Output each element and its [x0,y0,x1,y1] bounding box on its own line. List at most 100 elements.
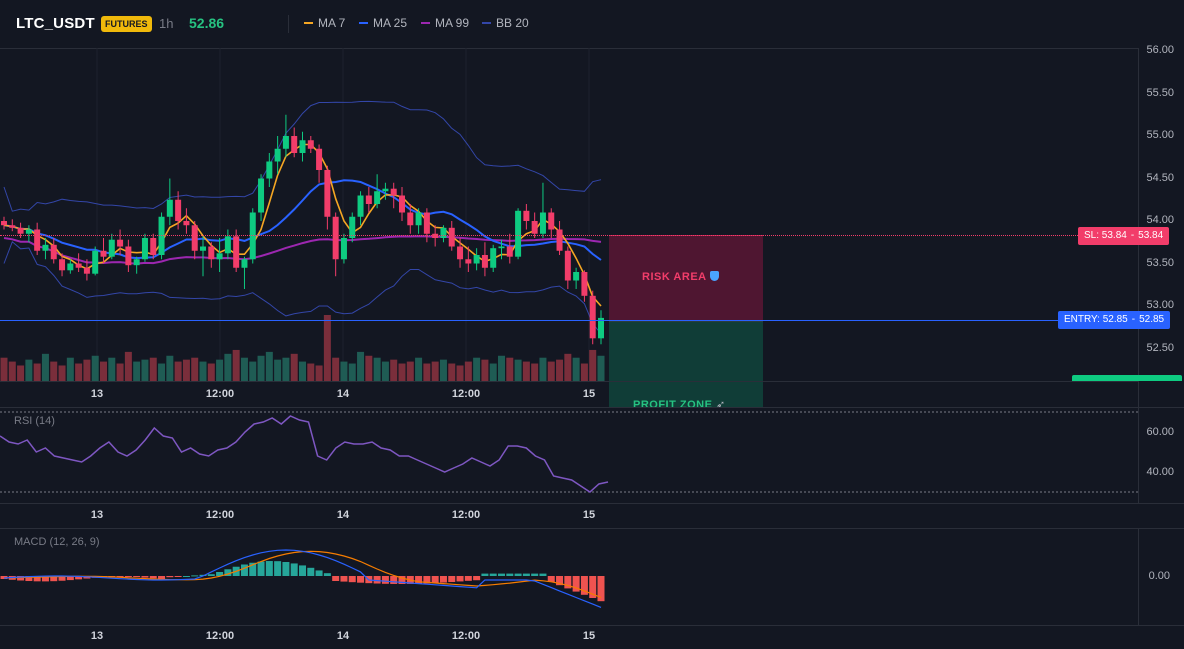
candle-body [42,244,49,251]
volume-bar [556,359,564,381]
volume-bar [489,363,497,381]
volume-bar [91,355,99,381]
macd-histogram-bar [597,576,605,602]
candle-body [332,216,339,260]
ma7-swatch-icon [304,22,313,24]
time-tick: 15 [582,388,596,400]
volume-bar [257,355,265,381]
volume-bar [299,361,306,381]
volume-bar [547,361,555,381]
candle-body [75,263,82,268]
stop-loss-tag-label: SL: 53.84 [1084,230,1127,241]
candle-body [340,238,347,260]
candle-body [523,210,530,221]
risk-area-label: RISK AREA [642,271,720,283]
price-chart[interactable] [0,48,1138,408]
timeframe-selector[interactable]: 1h [159,16,174,31]
time-tick: 12:00 [451,630,481,642]
macd-histogram-bar [390,576,398,584]
legend-ma7-label: MA 7 [318,16,346,30]
ma99-swatch-icon [421,22,430,24]
volume-bar [348,363,356,381]
entry-tag-value: 52.85 [1139,314,1165,325]
volume-bar [50,361,58,381]
macd-histogram-bar [556,576,564,586]
time-tick: 14 [336,509,350,521]
legend-bb20-label: BB 20 [496,16,529,30]
legend-bb20[interactable]: BB 20 [482,16,529,30]
macd-histogram-bar [240,564,248,576]
time-tick: 13 [90,630,104,642]
volume-bar [232,349,240,381]
volume-bar [141,359,149,381]
macd-histogram-bar [531,573,539,576]
macd-histogram-bar [216,572,224,576]
candle-body [407,212,414,226]
time-tick: 12:00 [205,388,235,400]
volume-bar [580,363,588,381]
volume-bar [531,363,539,381]
macd-chart[interactable] [0,529,1138,625]
entry-tag[interactable]: ENTRY: 52.85-52.85 [1058,311,1171,329]
candle-body [573,272,580,281]
bb20-swatch-icon [482,22,491,24]
rsi-axis-bottom-border [0,528,1184,529]
profit-zone-text: PROFIT ZONE [633,399,713,407]
macd-histogram-bar [141,576,149,578]
candle-body [357,195,364,217]
volume-bar [456,365,464,381]
macd-histogram-bar [133,576,141,578]
volume-bar [274,359,282,381]
candle-body [515,210,522,257]
candle-body [108,239,115,257]
volume-bar [307,363,315,381]
macd-histogram-bar [332,576,340,581]
volume-bar [481,359,489,381]
candle-body [448,227,455,247]
stop-loss-tag[interactable]: SL: 53.84-53.84 [1078,227,1170,245]
rsi-pane-bottom-border [0,503,1184,504]
header-bottom-border [0,48,1184,49]
volume-bar [473,357,481,381]
volume-bar [249,361,257,381]
macd-histogram-bar [589,576,597,598]
futures-badge: FUTURES [101,16,152,32]
candle-body [216,253,223,260]
macd-histogram-bar [498,573,505,576]
candle-body [531,221,538,234]
volume-bar [282,357,290,381]
legend-ma99[interactable]: MA 99 [421,16,469,30]
macd-histogram-bar [340,576,348,582]
header-divider [288,15,289,33]
risk-area-box [609,235,763,322]
candle-body [208,246,215,260]
macd-histogram-bar [464,576,472,581]
macd-label[interactable]: MACD (12, 26, 9) [14,536,100,548]
volume-bar [149,357,157,381]
stop-loss-tag-value: 53.84 [1138,230,1164,241]
volume-bar [464,361,472,381]
volume-bar [398,363,406,381]
candle-body [440,227,447,238]
shield-icon [710,271,720,281]
legend-ma7[interactable]: MA 7 [304,16,345,30]
macd-histogram-bar [564,576,572,589]
macd-histogram-bar [439,576,447,583]
candle-body [59,259,66,271]
rsi-label[interactable]: RSI (14) [14,415,55,427]
candle-body [166,199,173,217]
candle-body [548,212,555,230]
price-tick: 53.50 [1146,256,1174,269]
entry-tag-label: ENTRY: 52.85 [1064,314,1128,325]
legend-ma25[interactable]: MA 25 [359,16,407,30]
macd-histogram-bar [415,576,423,584]
candle-body [150,238,157,255]
volume-bar [224,353,232,381]
macd-histogram-bar [547,576,555,582]
volume-bar [498,355,505,381]
candle-body [17,227,24,234]
volume-bar [323,315,331,381]
macd-histogram-bar [116,576,124,577]
symbol-name[interactable]: LTC_USDT [16,15,95,32]
rsi-chart[interactable] [0,408,1138,503]
